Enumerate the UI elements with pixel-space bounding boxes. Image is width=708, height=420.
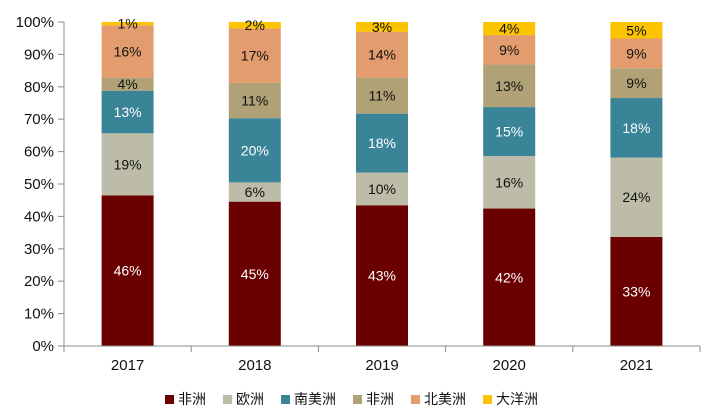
bar-value-label: 46% (114, 263, 142, 279)
legend-item: 非洲 (165, 392, 206, 408)
bar-segment (610, 38, 663, 69)
y-tick-label: 70% (24, 111, 54, 128)
legend-label: 南美洲 (294, 392, 336, 408)
y-tick-label: 40% (24, 208, 54, 225)
bar-segment (228, 182, 281, 202)
bar-segment (101, 133, 154, 196)
bar-segment (610, 236, 663, 346)
bar-value-label: 14% (368, 47, 396, 63)
bar-value-label: 6% (245, 184, 265, 200)
bar-segment (356, 31, 408, 78)
y-tick-label: 80% (24, 79, 54, 96)
bar-value-label: 11% (241, 93, 268, 109)
legend-label: 大洋洲 (496, 392, 538, 408)
bar-value-label: 11% (369, 88, 396, 104)
legend-item: 非洲 (353, 392, 394, 408)
x-tick-label: 2017 (111, 357, 144, 374)
y-tick-label: 90% (24, 46, 54, 63)
bar-segment (483, 107, 536, 157)
y-tick-label: 10% (24, 306, 54, 323)
bar-segment (610, 157, 663, 237)
bar-value-label: 16% (114, 43, 142, 59)
bar-value-label: 15% (495, 124, 523, 140)
bar-value-label: 13% (114, 104, 142, 120)
bar-segment (356, 22, 408, 32)
legend-swatch (165, 395, 174, 404)
x-tick-label: 2019 (365, 357, 398, 374)
bar-value-label: 19% (114, 156, 142, 172)
bar-segment (228, 118, 281, 183)
bar-segment (356, 205, 408, 346)
legend-swatch (483, 395, 492, 404)
bar-value-label: 1% (117, 16, 137, 32)
bar-segment (610, 22, 663, 39)
legend-label: 北美洲 (424, 392, 466, 408)
bar-value-label: 9% (499, 42, 519, 58)
bar-value-label: 45% (241, 266, 269, 282)
legend-item: 南美洲 (281, 392, 336, 408)
legend-swatch (281, 395, 290, 404)
legend-label: 欧洲 (236, 392, 264, 408)
y-tick-label: 100% (16, 14, 54, 31)
x-tick-label: 2021 (620, 357, 653, 374)
bar-segment (483, 156, 536, 209)
bar-segment (483, 35, 536, 65)
legend-label: 非洲 (366, 392, 394, 408)
bar-value-label: 10% (368, 181, 396, 197)
bar-segment (101, 22, 154, 26)
bar-value-label: 9% (626, 75, 646, 91)
bar-segment (228, 28, 281, 83)
x-tick-label: 2018 (238, 357, 271, 374)
bar-value-label: 5% (626, 22, 646, 38)
legend-swatch (411, 395, 420, 404)
legend-item: 欧洲 (223, 392, 264, 408)
bar-segment (483, 22, 536, 36)
bar-segment (101, 90, 154, 134)
bar-segment (228, 22, 281, 29)
bar-value-label: 4% (499, 21, 519, 37)
legend-label: 非洲 (178, 392, 206, 408)
bar-segment (356, 77, 408, 114)
bar-segment (610, 98, 663, 158)
bar-value-label: 20% (241, 142, 269, 158)
y-axis: 0% 10% 20% 30% 40% 50% 60% 70% 80% 90% 100% (16, 14, 65, 355)
legend-swatch (353, 395, 362, 404)
bar-value-label: 9% (626, 45, 646, 61)
bar-segment (610, 68, 663, 99)
bar-value-label: 43% (368, 268, 396, 284)
bars: 46% 19% 13% 4% 16% 1% 45% 6% 20% 11% 17% 2% 43% 10% 18… (101, 16, 663, 346)
y-tick-label: 20% (24, 273, 54, 290)
y-tick-label: 60% (24, 144, 54, 161)
y-tick-label: 30% (24, 241, 54, 258)
bar-value-label: 2% (245, 17, 265, 33)
legend-item: 北美洲 (411, 392, 466, 408)
bar-segment (228, 82, 281, 119)
bar-value-label: 17% (241, 48, 269, 64)
bar-value-label: 18% (622, 120, 650, 136)
bar-segment (101, 195, 154, 346)
bar-value-label: 3% (372, 19, 392, 35)
bar-segment (483, 64, 536, 108)
bar-segment (356, 113, 408, 173)
bar-segment (101, 77, 154, 91)
y-tick-label: 50% (24, 176, 54, 193)
legend: 非洲 欧洲 南美洲 非洲 北美洲 大洋洲 (165, 392, 538, 408)
bar-value-label: 24% (622, 189, 650, 205)
bar-value-label: 33% (622, 283, 650, 299)
bar-segment (356, 172, 408, 206)
bar-segment (101, 25, 154, 78)
legend-item: 大洋洲 (483, 392, 538, 408)
legend-swatch (223, 395, 232, 404)
bar-segment (483, 208, 536, 346)
bar-value-label: 16% (495, 174, 523, 190)
bar-value-label: 13% (495, 78, 523, 94)
bar-value-label: 4% (117, 76, 137, 92)
bar-value-label: 42% (495, 269, 523, 285)
x-tick-label: 2020 (493, 357, 526, 374)
x-axis: 2017 2018 2019 2020 2021 (63, 345, 701, 374)
bar-value-label: 18% (368, 135, 396, 151)
bar-segment (228, 201, 281, 346)
y-tick-label: 0% (32, 338, 54, 355)
